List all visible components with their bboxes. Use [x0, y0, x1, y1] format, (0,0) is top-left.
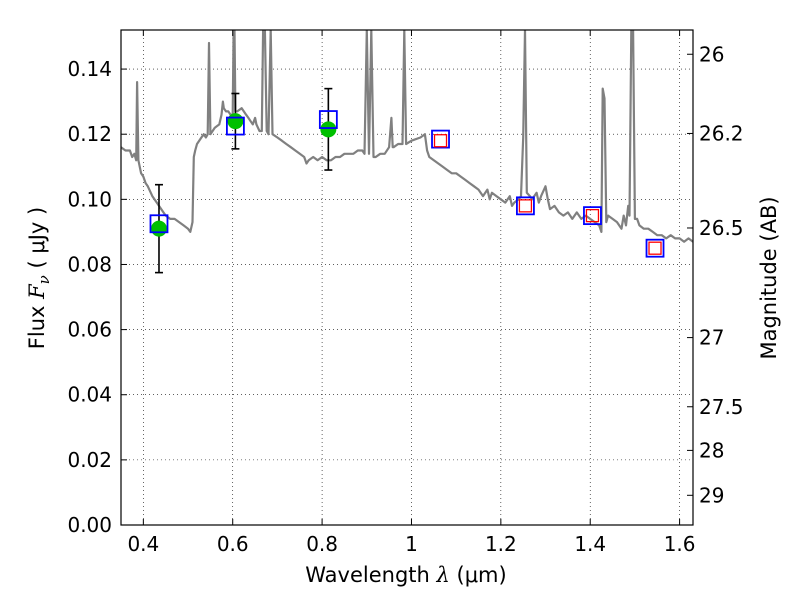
y2-tick-label: 27.5 — [699, 395, 744, 419]
x-axis-label: Wavelength λ (μm) — [305, 563, 506, 587]
y2-axis-label: Magnitude (AB) — [757, 196, 781, 359]
model-photometry-square — [225, 116, 245, 136]
y-tick-label: 0.12 — [67, 122, 112, 146]
observed-photometry-point — [320, 121, 337, 138]
model-photometry-square — [516, 196, 535, 216]
observed-photometry-point — [150, 220, 167, 237]
predicted-photometry-square — [648, 241, 662, 255]
model-photometry-square — [645, 238, 665, 258]
y2-tick-label: 28 — [699, 438, 724, 462]
x-tick-label: 1.2 — [485, 532, 517, 556]
observed-photometry-point — [227, 113, 244, 130]
y-tick-label: 0.04 — [67, 383, 112, 407]
y2-tick-label: 29 — [699, 483, 724, 507]
x-tick-label: 1 — [405, 532, 418, 556]
predicted-photometry-square — [585, 208, 600, 223]
predicted-photometry-square — [518, 199, 533, 213]
y-tick-label: 0.10 — [67, 187, 112, 211]
y-tick-label: 0.02 — [67, 448, 112, 472]
model-photometry-square — [431, 129, 450, 149]
x-tick-label: 1.4 — [574, 532, 606, 556]
y-tick-label: 0.06 — [67, 318, 112, 342]
model-photometry-square — [149, 214, 169, 234]
y-tick-label: 0.00 — [67, 513, 112, 537]
x-tick-label: 0.6 — [217, 532, 249, 556]
x-tick-label: 0.4 — [127, 532, 159, 556]
axes-frame — [120, 29, 694, 526]
tick-labels: 0.4 0.6 0.8 1 1.2 1.4 1.6 0.00 0.02 0.04 0.06 0.08 0… — [67, 42, 743, 556]
model-photometry-square — [318, 110, 338, 129]
x-tick-label: 0.8 — [306, 532, 338, 556]
y2-tick-label: 26 — [699, 42, 724, 66]
plot-area — [121, 30, 693, 525]
predicted-photometry-square — [433, 134, 448, 148]
y-tick-label: 0.14 — [67, 57, 112, 81]
plot-content — [121, 30, 693, 274]
y-tick-label: 0.08 — [67, 252, 112, 276]
model-photometry-square — [583, 206, 602, 226]
x-tick-label: 1.6 — [664, 532, 696, 556]
y2-tick-label: 27 — [699, 326, 724, 350]
y2-tick-label: 26.2 — [699, 121, 744, 145]
y2-tick-label: 26.5 — [699, 216, 744, 240]
y-axis-label: Flux Fν ( μJy ) — [25, 207, 53, 349]
ticks — [121, 30, 693, 526]
